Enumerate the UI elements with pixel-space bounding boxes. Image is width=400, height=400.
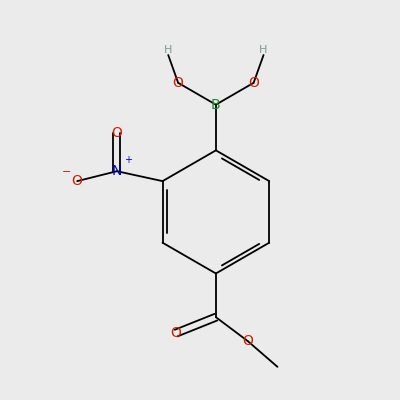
Text: O: O [112, 126, 122, 140]
Text: H: H [259, 45, 268, 55]
Text: −: − [61, 167, 71, 177]
Text: +: + [124, 156, 132, 166]
Text: O: O [171, 326, 182, 340]
Text: O: O [72, 174, 83, 188]
Text: N: N [112, 164, 122, 178]
Text: O: O [242, 334, 253, 348]
Text: O: O [248, 76, 259, 90]
Text: O: O [173, 76, 184, 90]
Text: H: H [164, 45, 172, 55]
Text: B: B [211, 98, 221, 112]
